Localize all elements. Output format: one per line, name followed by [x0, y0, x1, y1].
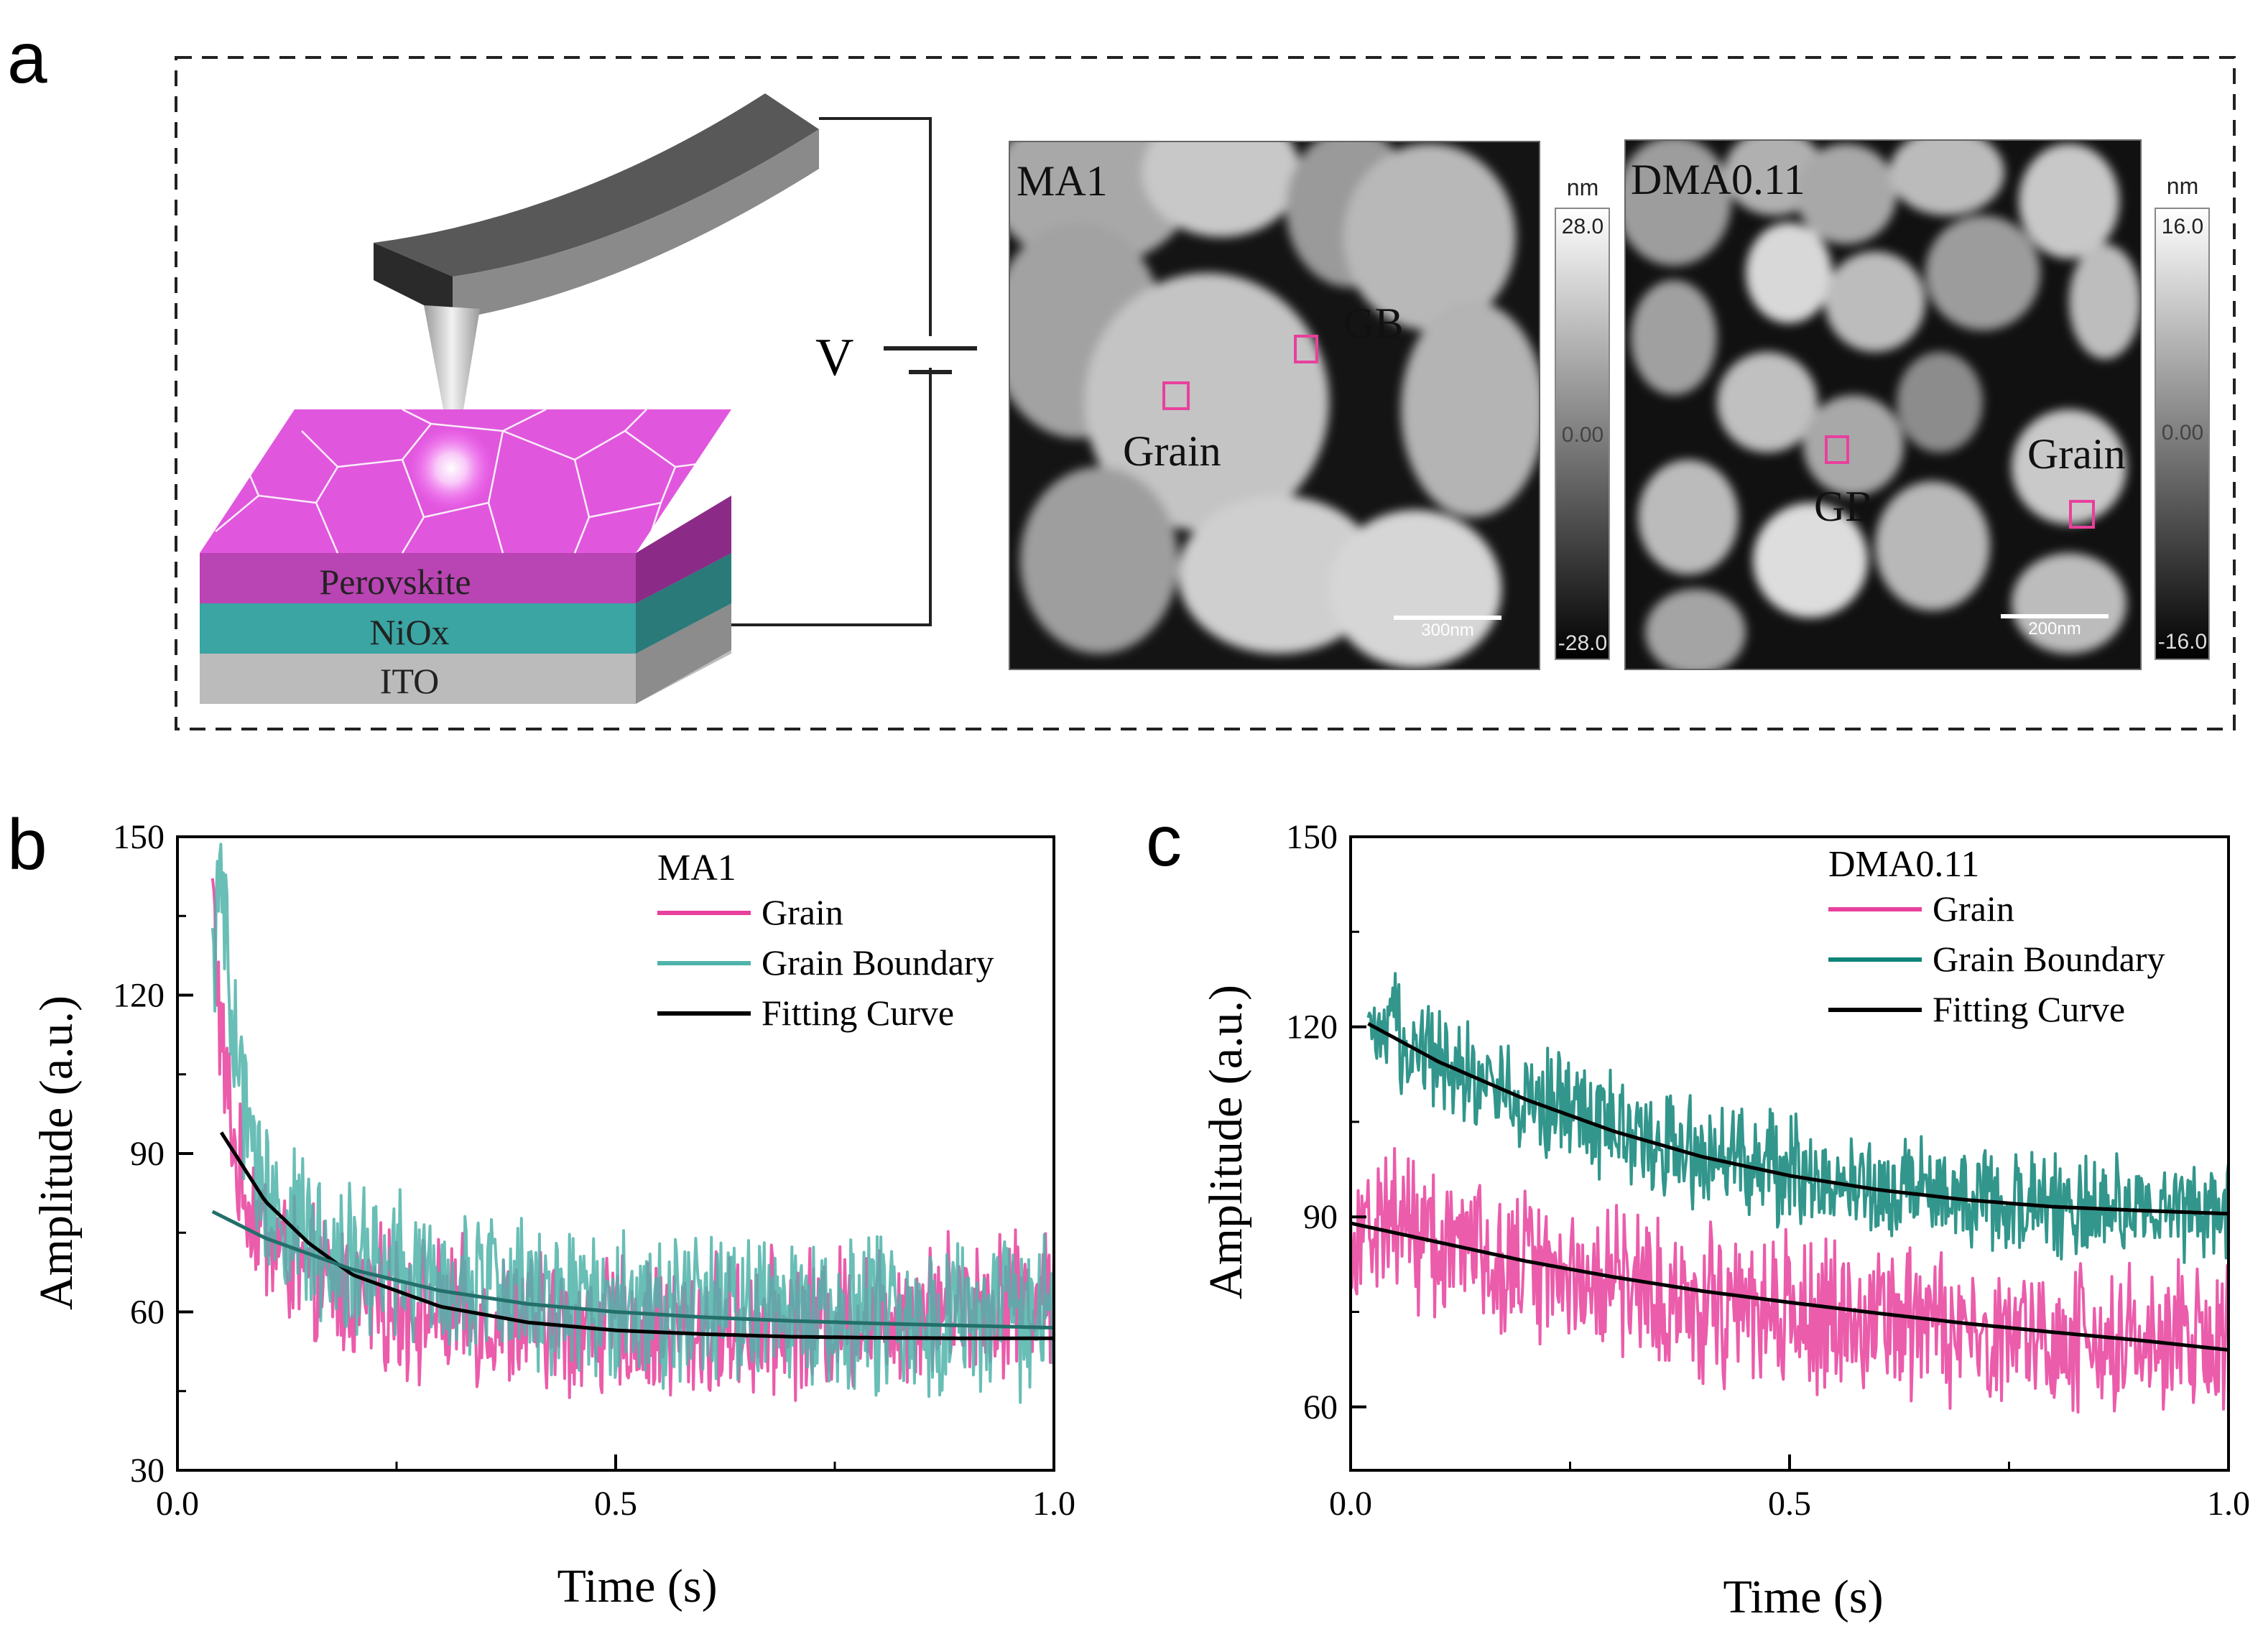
chart-b-xtick-label: 0.0: [156, 1485, 199, 1523]
chart-c-legend-entry: Grain Boundary: [1933, 939, 2165, 979]
grain-marker: [2069, 500, 2095, 529]
colorbar-min: -16.0: [2158, 630, 2207, 654]
chart-c-series-grain: [1351, 1147, 2229, 1414]
chart-b-ticks: 0.0 0.5 1.0 30 60 90 120 150: [113, 818, 1075, 1523]
battery-icon: [884, 346, 977, 374]
chart-b-ylabel: Amplitude (a.u.): [30, 996, 83, 1310]
chart-c-ytick-label: 90: [1303, 1198, 1338, 1236]
panel-a-label: a: [7, 18, 47, 98]
chart-c-ytick-label: 150: [1286, 818, 1338, 856]
layer-label-niox: NiOx: [369, 612, 449, 652]
panel-c: c 0.0 0.5 1.0 60 90 120 150 Time (s) Amplitude…: [1146, 801, 2250, 1623]
gb-marker: [1825, 435, 1849, 464]
chart-b-ytick-label: 120: [113, 977, 165, 1015]
chart-c-ytick-label: 60: [1303, 1388, 1338, 1426]
grain-marker: [1162, 381, 1190, 410]
colorbar-dma011: [2155, 208, 2210, 660]
panel-b: b 0.0 0.5 1.0 30 60 90 120 150 Time (s) Amplitu…: [7, 804, 1075, 1612]
chart-b-ytick-label: 30: [130, 1452, 165, 1490]
chart-b-xtick-label: 0.5: [594, 1485, 637, 1523]
chart-b-xlabel: Time (s): [557, 1560, 717, 1612]
chart-b-legend-entry: Fitting Curve: [762, 993, 954, 1033]
chart-b-legend: MA1 Grain Grain Boundary Fitting Curve: [657, 848, 994, 1033]
device-stack: [200, 408, 732, 704]
chart-c-traces: [1351, 972, 2229, 1414]
panel-a-frame: [175, 56, 2236, 730]
colorbar-mid: 0.00: [2162, 421, 2203, 445]
afm-title: MA1: [1017, 157, 1108, 205]
chart-c-fit-curve-0: [1367, 1021, 2229, 1216]
chart-c-xtick-label: 0.5: [1768, 1485, 1811, 1523]
chart-c-ytick-label: 120: [1286, 1008, 1338, 1047]
chart-b-series-grain-boundary: [210, 843, 1054, 1404]
panel-a: a V: [7, 18, 2236, 730]
chart-c-legend-title: DMA0.11: [1828, 844, 1979, 885]
chart-b-ytick-label: 90: [130, 1135, 165, 1173]
chart-c-legend-entry: Grain: [1933, 888, 2014, 929]
chart-b-xtick-label: 1.0: [1032, 1485, 1075, 1523]
chart-c-legend-entry: Fitting Curve: [1933, 989, 2125, 1029]
layer-label-ito: ITO: [380, 661, 439, 701]
voltage-label: V: [815, 328, 853, 387]
afm-title: DMA0.11: [1631, 156, 1805, 203]
chart-c-xtick-label: 0.0: [1329, 1485, 1372, 1523]
colorbar-max: 16.0: [2162, 215, 2203, 238]
circuit-wires: [718, 117, 932, 626]
afm-tip-icon: [424, 305, 480, 467]
colorbar-min: -28.0: [1558, 631, 1607, 655]
chart-b-fit-curve-1: [211, 1210, 1054, 1330]
afm-image-ma1: [1009, 141, 1540, 670]
chart-b-legend-title: MA1: [657, 848, 736, 888]
afm-image-dma011: [1624, 139, 2142, 670]
chart-b-legend-entry: Grain: [762, 892, 843, 932]
layer-label-perovskite: Perovskite: [319, 562, 471, 602]
gb-marker: [1294, 335, 1318, 363]
panel-b-label: b: [7, 804, 47, 885]
chart-b-ytick-label: 60: [130, 1294, 165, 1332]
scalebar-label: 200nm: [2028, 619, 2081, 639]
chart-b-fit-curve-0: [219, 1131, 1054, 1340]
chart-c-fit-curve-1: [1351, 1221, 2229, 1352]
chart-b-traces: [210, 843, 1054, 1404]
chart-c-xlabel: Time (s): [1723, 1571, 1883, 1623]
grain-label: Grain: [2027, 430, 2126, 478]
colorbar-ma1: [1555, 208, 1610, 660]
colorbar-unit: nm: [2167, 173, 2198, 199]
cantilever-icon: [374, 93, 819, 320]
panel-c-label: c: [1146, 801, 1182, 881]
chart-c-series-grain-boundary: [1366, 972, 2229, 1264]
colorbar-mid: 0.00: [1562, 423, 1603, 447]
chart-c-ticks: 0.0 0.5 1.0 60 90 120 150: [1286, 818, 2250, 1523]
gb-label: GB: [1343, 300, 1403, 347]
chart-b-legend-entry: Grain Boundary: [762, 942, 994, 983]
chart-c-ylabel: Amplitude (a.u.): [1200, 985, 1252, 1299]
chart-b-ytick-label: 150: [113, 818, 165, 856]
grain-label: Grain: [1123, 427, 1221, 475]
chart-c-xtick-label: 1.0: [2207, 1485, 2250, 1523]
scalebar-label: 300nm: [1421, 621, 1473, 640]
colorbar-max: 28.0: [1562, 215, 1603, 238]
colorbar-unit: nm: [1567, 175, 1598, 200]
tip-contact-glow: [408, 425, 494, 511]
gb-label: GB: [1814, 483, 1874, 530]
